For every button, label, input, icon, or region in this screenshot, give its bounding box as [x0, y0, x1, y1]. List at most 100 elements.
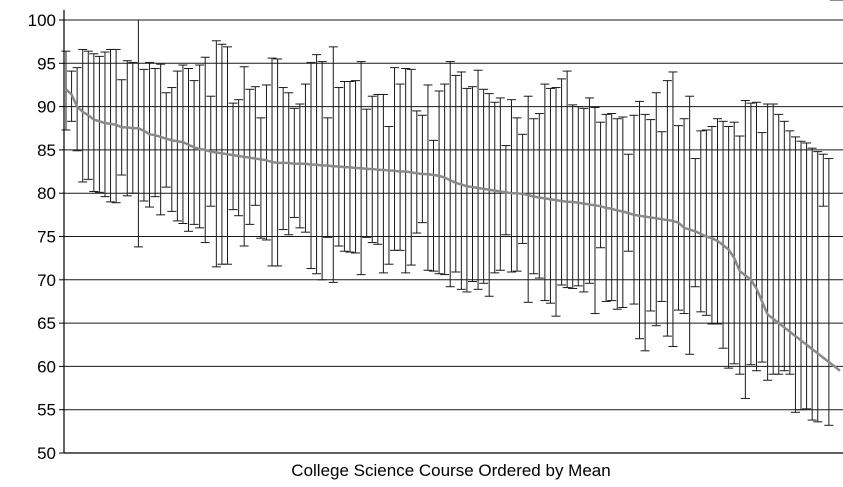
- error-bar: [623, 153, 633, 252]
- error-bar: [813, 151, 823, 423]
- error-bar: [89, 53, 99, 192]
- y-tick-label: 100: [28, 11, 56, 30]
- error-bar: [362, 108, 372, 238]
- y-tick-label: 55: [37, 401, 56, 420]
- error-bar: [712, 118, 722, 325]
- error-bar: [462, 87, 472, 293]
- error-bar: [768, 103, 778, 375]
- error-bar: [495, 97, 505, 271]
- y-tick-label: 50: [37, 444, 56, 463]
- error-bars: [61, 0, 843, 426]
- error-bar: [184, 67, 194, 232]
- error-bar: [790, 136, 800, 413]
- error-bar: [584, 97, 594, 284]
- error-bar: [674, 125, 684, 311]
- error-bar: [406, 68, 416, 266]
- error-bar: [178, 64, 188, 225]
- y-tick-label: 65: [37, 314, 56, 333]
- error-bar: [167, 87, 177, 212]
- error-bar: [668, 71, 678, 347]
- y-tick-label: 95: [37, 54, 56, 73]
- error-bar: [94, 55, 104, 193]
- error-bar: [690, 158, 700, 288]
- error-bar: [824, 158, 834, 426]
- error-bar: [261, 84, 271, 241]
- error-bar: [72, 67, 82, 152]
- error-bar: [774, 113, 784, 375]
- error-bar: [751, 101, 761, 372]
- error-bar: [651, 92, 661, 327]
- error-bar: [172, 70, 182, 222]
- error-bar: [150, 67, 160, 198]
- error-bar: [646, 119, 656, 312]
- error-bar: [423, 84, 433, 271]
- y-tick-labels: 50 55 60 65 70 75 80 85 90 95 100: [28, 11, 56, 463]
- error-bar: [467, 86, 477, 283]
- error-bar: [417, 114, 427, 224]
- error-bar: [551, 87, 561, 317]
- error-bar: [412, 110, 422, 234]
- error-bar: [256, 117, 266, 239]
- y-tick-label: 80: [37, 184, 56, 203]
- error-bar: [234, 99, 244, 217]
- error-bar: [662, 80, 672, 337]
- error-bar: [484, 93, 494, 297]
- error-bar: [189, 80, 199, 225]
- error-bar: [384, 126, 394, 265]
- error-bar: [590, 106, 600, 315]
- error-bar: [451, 74, 461, 273]
- error-bar: [518, 133, 528, 244]
- error-bar: [195, 64, 205, 229]
- error-bar: [228, 102, 238, 211]
- axes: [63, 10, 843, 454]
- error-bar: [250, 86, 260, 206]
- error-bar: [317, 61, 327, 281]
- error-bar: [579, 107, 589, 293]
- error-bar: [540, 83, 550, 302]
- error-bar: [512, 117, 522, 272]
- error-bar: [657, 131, 667, 302]
- error-bar: [707, 126, 717, 325]
- error-bar: [612, 118, 622, 310]
- error-bar: [729, 121, 739, 365]
- error-bar: [718, 120, 728, 349]
- error-bar: [724, 126, 734, 369]
- error-bar: [568, 104, 578, 289]
- error-bar: [456, 71, 466, 290]
- error-bar: [573, 106, 583, 287]
- error-bar: [490, 101, 500, 274]
- error-bar: [557, 78, 567, 286]
- error-bar: [395, 83, 405, 251]
- error-bar: [78, 48, 88, 183]
- error-bar: [222, 46, 232, 265]
- error-bar: [802, 142, 812, 410]
- error-bar: [139, 68, 149, 202]
- y-tick-label: 70: [37, 271, 56, 290]
- error-bar: [607, 113, 617, 302]
- error-bar: [640, 113, 650, 352]
- error-bar: [746, 102, 756, 366]
- x-axis-title: College Science Course Ordered by Mean: [291, 461, 610, 480]
- error-bar: [501, 145, 511, 236]
- error-bar: [429, 139, 439, 272]
- error-bar: [696, 130, 706, 313]
- error-bar: [701, 129, 711, 316]
- error-bar: [635, 100, 645, 340]
- error-bar: [378, 93, 388, 274]
- error-bar: [534, 113, 544, 279]
- error-bar: [807, 147, 817, 421]
- mean-line: [65, 88, 841, 372]
- error-bar: [562, 70, 572, 289]
- error-bar: [796, 140, 806, 411]
- error-bar: [100, 51, 110, 198]
- error-bar: [351, 80, 361, 254]
- error-bar: [473, 69, 483, 290]
- error-bar: [740, 100, 750, 399]
- error-bar: [763, 103, 773, 381]
- error-bar: [156, 63, 166, 216]
- error-bar: [445, 61, 455, 288]
- error-bar: [278, 87, 288, 231]
- y-tick-label: 90: [37, 98, 56, 117]
- error-bar: [295, 103, 305, 229]
